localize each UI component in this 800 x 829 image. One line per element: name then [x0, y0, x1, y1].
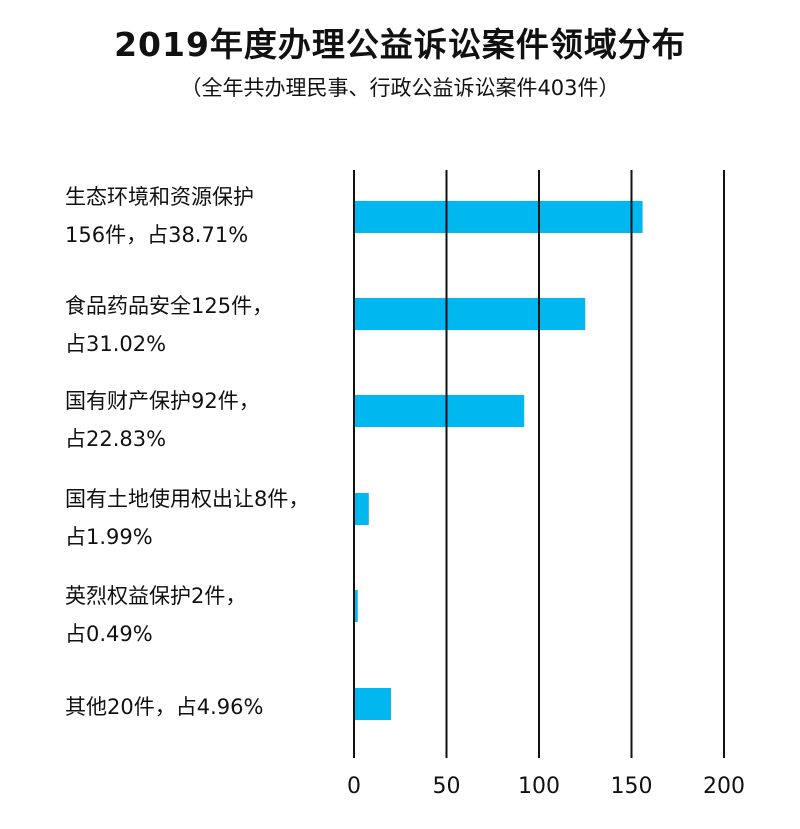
x-tick-label-200: 200 — [703, 774, 745, 799]
category-label-eco: 生态环境和资源保护 156件，占38.71% — [65, 185, 254, 247]
x-tick-label-150: 150 — [611, 774, 653, 799]
category-label-other: 其他20件，占4.96% — [65, 695, 264, 719]
x-tick-label-100: 100 — [518, 774, 560, 799]
x-tick-label-0: 0 — [347, 774, 361, 799]
bar-3 — [354, 493, 369, 525]
category-label-state-property: 国有财产保护92件， 占22.83% — [65, 389, 260, 451]
category-label-land: 国有土地使用权出让8件， 占1.99% — [65, 487, 310, 549]
bar-1 — [354, 298, 586, 330]
chart-subtitle: （全年共办理民事、行政公益诉讼案件403件） — [180, 76, 620, 100]
chart-title: 2019年度办理公益诉讼案件领域分布 — [114, 25, 686, 64]
bar-4 — [354, 590, 358, 622]
bar-5 — [354, 688, 391, 720]
bar-2 — [354, 395, 525, 427]
category-label-food: 食品药品安全125件， 占31.02% — [65, 294, 274, 356]
bar-0 — [354, 201, 643, 233]
category-label-heroes: 英烈权益保护2件， 占0.49% — [65, 584, 247, 646]
x-tick-label-50: 50 — [433, 774, 461, 799]
